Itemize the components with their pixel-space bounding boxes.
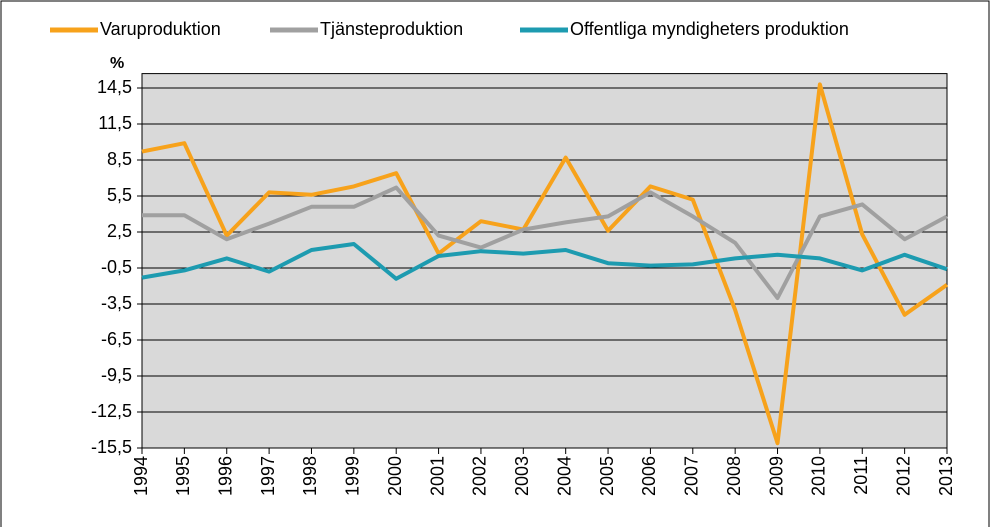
x-tick-label: 2004 (554, 456, 574, 496)
y-tick-label: -9,5 (101, 365, 132, 385)
y-tick-label: 11,5 (98, 113, 132, 133)
x-tick-label: 2006 (639, 456, 659, 496)
x-tick-label: 1999 (343, 456, 363, 496)
y-tick-label: -6,5 (101, 329, 132, 349)
y-tick-label: 14,5 (97, 77, 132, 97)
x-tick-label: 2001 (427, 456, 447, 496)
x-tick-label: 1998 (300, 456, 320, 496)
x-tick-label: 1996 (215, 456, 235, 496)
x-tick-label: 2003 (512, 456, 532, 496)
legend-label: Offentliga myndigheters produktion (570, 19, 849, 39)
legend-label: Tjänsteproduktion (320, 19, 463, 39)
x-tick-label: 2005 (597, 456, 617, 496)
series-line (141, 242, 948, 281)
x-tick-label: 2011 (851, 456, 871, 495)
x-tick-label: 2010 (809, 456, 829, 496)
y-tick-label: -0,5 (101, 257, 132, 277)
x-tick-label: 1995 (173, 456, 193, 496)
y-tick-label: 2,5 (107, 221, 132, 241)
x-tick-label: 1997 (258, 456, 278, 496)
y-tick-label: -12,5 (91, 401, 132, 421)
y-tick-label: -15,5 (91, 437, 132, 457)
y-tick-label: 8,5 (107, 149, 132, 169)
x-tick-label: 1994 (131, 456, 151, 496)
x-tick-label: 2012 (893, 456, 913, 496)
x-tick-label: 2008 (724, 456, 744, 496)
x-tick-label: 2013 (936, 456, 956, 496)
y-unit: % (110, 55, 124, 72)
series-line (141, 82, 949, 446)
x-tick-label: 2007 (682, 456, 702, 496)
y-tick-label: 5,5 (107, 185, 132, 205)
x-tick-label: 2002 (470, 456, 490, 496)
legend-label: Varuproduktion (100, 19, 221, 39)
x-tick-label: 2009 (766, 456, 786, 496)
y-tick-label: -3,5 (101, 293, 132, 313)
series-line (142, 185, 948, 300)
x-tick-label: 2000 (385, 456, 405, 496)
